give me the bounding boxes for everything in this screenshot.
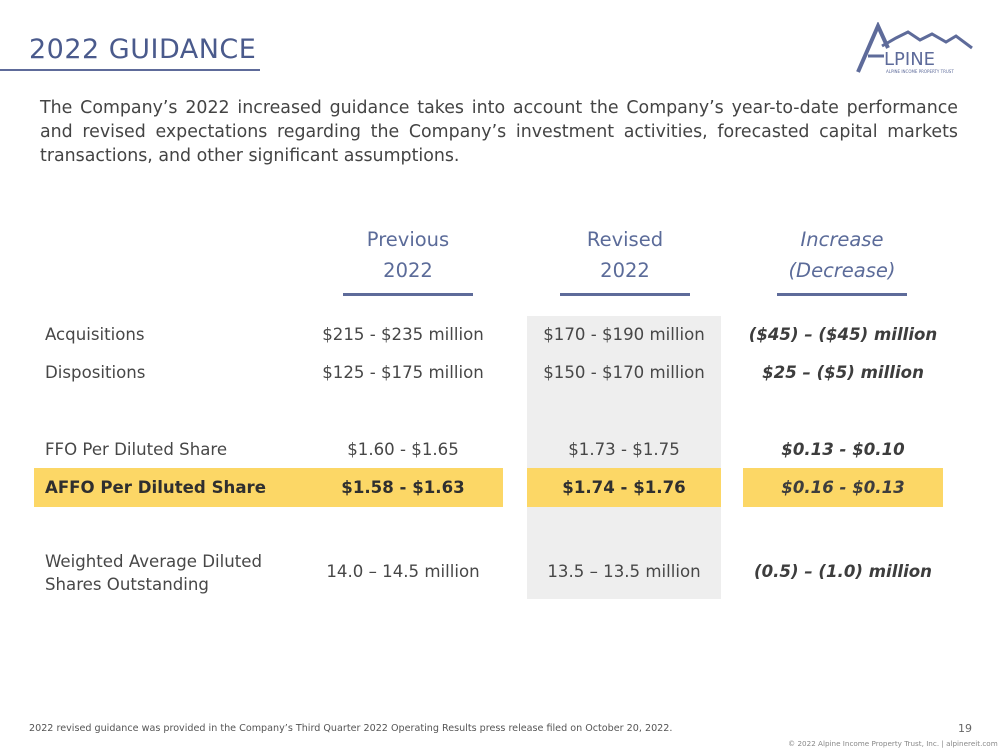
row-previous-affo: $1.58 - $1.63 <box>341 478 465 497</box>
row-change-shares: (0.5) – (1.0) million <box>753 562 932 581</box>
row-label-affo: AFFO Per Diluted Share <box>45 478 266 497</box>
column-rule-previous <box>343 293 473 296</box>
row-revised-shares: 13.5 – 13.5 million <box>547 562 701 581</box>
shaded-revised-column <box>527 316 721 599</box>
column-rule-revised <box>560 293 690 296</box>
column-header-revised: Revised 2022 <box>560 224 690 286</box>
row-revised-ffo: $1.73 - $1.75 <box>568 440 680 459</box>
highlight-band-left <box>34 468 503 507</box>
row-revised-dispositions: $150 - $170 million <box>543 363 705 382</box>
alpine-logo: LPINE ALPINE INCOME PROPERTY TRUST <box>856 21 976 78</box>
copyright: © 2022 Alpine Income Property Trust, Inc… <box>788 739 998 748</box>
row-label-shares: Weighted Average Diluted Shares Outstand… <box>45 552 263 594</box>
row-revised-affo: $1.74 - $1.76 <box>562 478 686 497</box>
row-change-affo: $0.16 - $0.13 <box>781 478 905 497</box>
row-change-acquisitions: ($45) – ($45) million <box>748 325 938 344</box>
row-change-ffo: $0.13 - $0.10 <box>781 440 905 459</box>
column-header-revised-line2: 2022 <box>600 259 650 282</box>
page-number: 19 <box>958 722 972 735</box>
column-header-previous-line1: Previous <box>366 228 450 251</box>
column-header-change-line2: (Decrease) <box>788 259 896 282</box>
row-revised-acquisitions: $170 - $190 million <box>543 325 705 344</box>
logo-tagline: ALPINE INCOME PROPERTY TRUST <box>886 69 954 74</box>
column-header-revised-line1: Revised <box>586 228 664 251</box>
column-header-change: Increase (Decrease) <box>777 224 907 286</box>
highlight-band-change <box>743 468 943 507</box>
row-previous-acquisitions: $215 - $235 million <box>322 325 484 344</box>
column-header-change-line1: Increase <box>800 228 884 251</box>
column-rule-change <box>777 293 907 296</box>
column-header-previous-line2: 2022 <box>383 259 433 282</box>
row-previous-ffo: $1.60 - $1.65 <box>347 440 459 459</box>
title-underline <box>0 69 260 71</box>
page-title: 2022 GUIDANCE <box>29 34 257 65</box>
row-previous-dispositions: $125 - $175 million <box>322 363 484 382</box>
footnote: 2022 revised guidance was provided in th… <box>29 723 673 734</box>
highlight-band-revised <box>527 468 721 507</box>
column-header-previous: Previous 2022 <box>343 224 473 286</box>
row-change-dispositions: $25 – ($5) million <box>762 363 924 382</box>
row-label-dispositions: Dispositions <box>45 363 146 382</box>
row-label-ffo: FFO Per Diluted Share <box>45 440 228 459</box>
row-label-acquisitions: Acquisitions <box>45 325 145 344</box>
intro-paragraph: The Company’s 2022 increased guidance ta… <box>40 98 958 166</box>
logo-wordmark: LPINE <box>884 49 935 70</box>
row-previous-shares: 14.0 – 14.5 million <box>326 562 480 581</box>
